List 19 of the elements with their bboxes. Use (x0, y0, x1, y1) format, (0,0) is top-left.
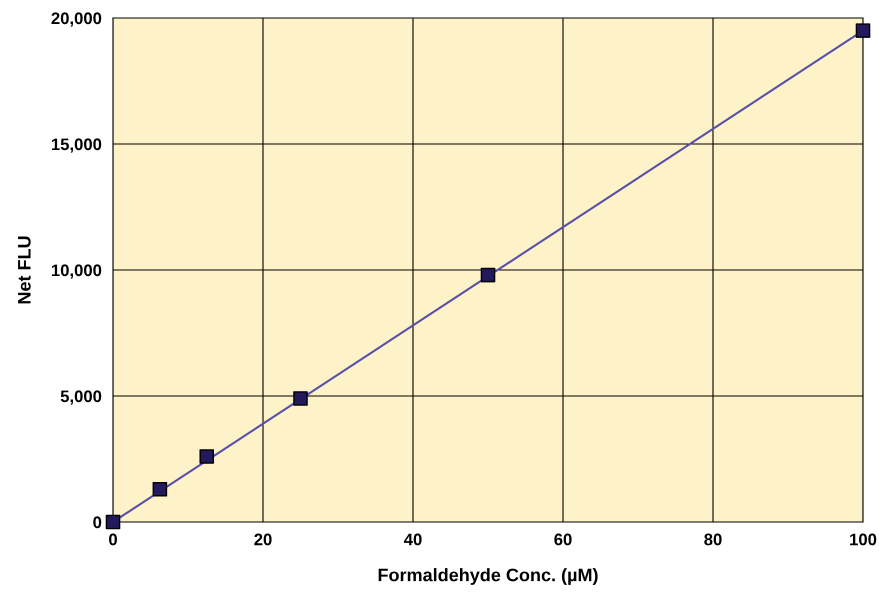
point (293, 391, 308, 406)
x-tick-label: 0 (109, 534, 117, 546)
y-axis-title: Net FLU (18, 236, 31, 304)
point (152, 482, 168, 497)
y-tick-label: 20,000 (51, 12, 102, 27)
point (106, 514, 120, 530)
x-tick-label: 80 (704, 534, 722, 546)
y-tick-label: 10,000 (52, 264, 102, 279)
point (856, 23, 870, 38)
x-axis-title: Formaldehyde Conc. (µM) (378, 568, 598, 585)
point (480, 268, 496, 282)
x-tick-label: 40 (404, 534, 422, 546)
x-tick-label: 60 (554, 534, 572, 546)
y-tick-label: 15,000 (52, 138, 102, 153)
y-tick-label: 5,000 (60, 390, 102, 405)
y-tick-label: 0 (93, 516, 102, 528)
x-tick-label: 100 (850, 534, 876, 546)
point (199, 449, 214, 464)
x-tick-label: 20 (254, 534, 272, 546)
